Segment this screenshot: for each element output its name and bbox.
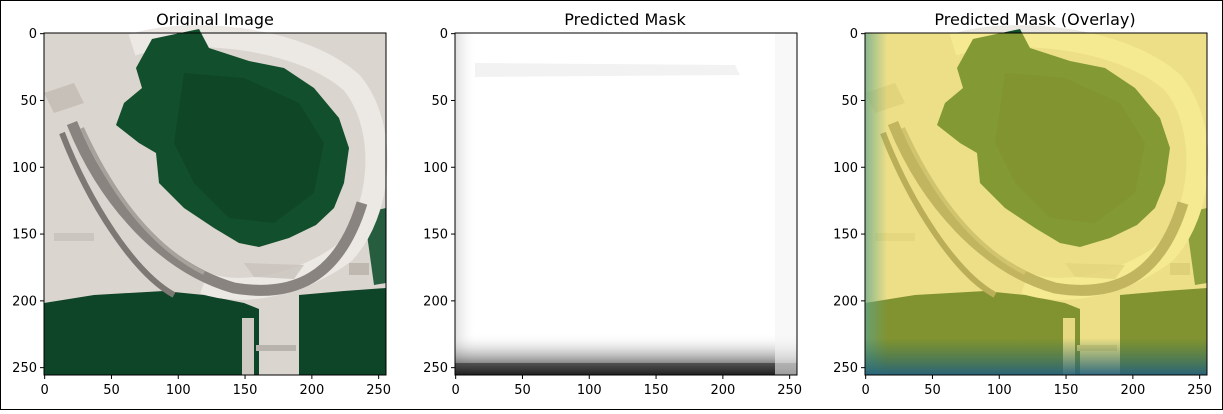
y-tick-label: 250	[833, 361, 858, 376]
x-tick-label: 150	[233, 383, 258, 398]
x-tick-label: 250	[366, 383, 391, 398]
x-ticks-original: 0 50 100 150 200 250	[41, 375, 391, 398]
x-ticks-overlay: 0 50 100 150 200 250	[862, 375, 1212, 398]
y-tick-label: 150	[12, 228, 37, 243]
panel-original: Original Image 0 50 100 150 200 250 0 50 100 150…	[12, 10, 391, 398]
y-tick-label: 0	[29, 27, 37, 42]
y-tick-label: 250	[423, 361, 448, 376]
panel-title-original: Original Image	[156, 10, 274, 29]
y-ticks-overlay: 0 50 100 150 200 250	[833, 27, 865, 376]
y-ticks-mask: 0 50 100 150 200 250	[423, 27, 455, 376]
y-tick-label: 200	[12, 294, 37, 309]
y-tick-label: 150	[423, 228, 448, 243]
x-tick-label: 200	[1120, 383, 1145, 398]
y-tick-label: 0	[440, 27, 448, 42]
y-tick-label: 50	[841, 94, 858, 109]
axes-frame-mask	[454, 32, 798, 376]
y-ticks-original: 0 50 100 150 200 250	[12, 27, 44, 376]
x-tick-label: 0	[41, 383, 49, 398]
y-tick-label: 250	[12, 361, 37, 376]
x-ticks-mask: 0 50 100 150 200 250	[452, 375, 802, 398]
panel-mask: Predicted Mask 0 50 100 150 200 250 0 50 100 150…	[423, 10, 802, 398]
x-tick-label: 150	[1054, 383, 1079, 398]
y-tick-label: 50	[431, 94, 448, 109]
y-tick-label: 200	[833, 294, 858, 309]
axes-frame-original	[43, 32, 387, 376]
x-tick-label: 100	[987, 383, 1012, 398]
x-tick-label: 250	[777, 383, 802, 398]
panel-title-mask: Predicted Mask	[564, 10, 686, 29]
grayscale-mask	[455, 33, 797, 375]
x-tick-label: 200	[299, 383, 324, 398]
x-tick-label: 0	[452, 383, 460, 398]
x-tick-label: 50	[924, 383, 941, 398]
x-tick-label: 100	[577, 383, 602, 398]
x-tick-label: 100	[166, 383, 191, 398]
axes-frame-overlay	[864, 32, 1208, 376]
x-tick-label: 0	[862, 383, 870, 398]
y-tick-label: 50	[20, 94, 37, 109]
y-tick-label: 100	[833, 161, 858, 176]
y-tick-label: 200	[423, 294, 448, 309]
x-tick-label: 50	[103, 383, 120, 398]
y-tick-label: 150	[833, 228, 858, 243]
x-tick-label: 50	[514, 383, 531, 398]
x-tick-label: 150	[644, 383, 669, 398]
panel-overlay: Predicted Mask (Overlay) 0 50 100 150 200 250…	[833, 10, 1212, 398]
panel-title-overlay: Predicted Mask (Overlay)	[934, 10, 1135, 29]
y-tick-label: 100	[423, 161, 448, 176]
y-tick-label: 100	[12, 161, 37, 176]
y-tick-label: 0	[850, 27, 858, 42]
x-tick-label: 250	[1187, 383, 1212, 398]
overlay-image	[865, 29, 1207, 375]
x-tick-label: 200	[710, 383, 735, 398]
